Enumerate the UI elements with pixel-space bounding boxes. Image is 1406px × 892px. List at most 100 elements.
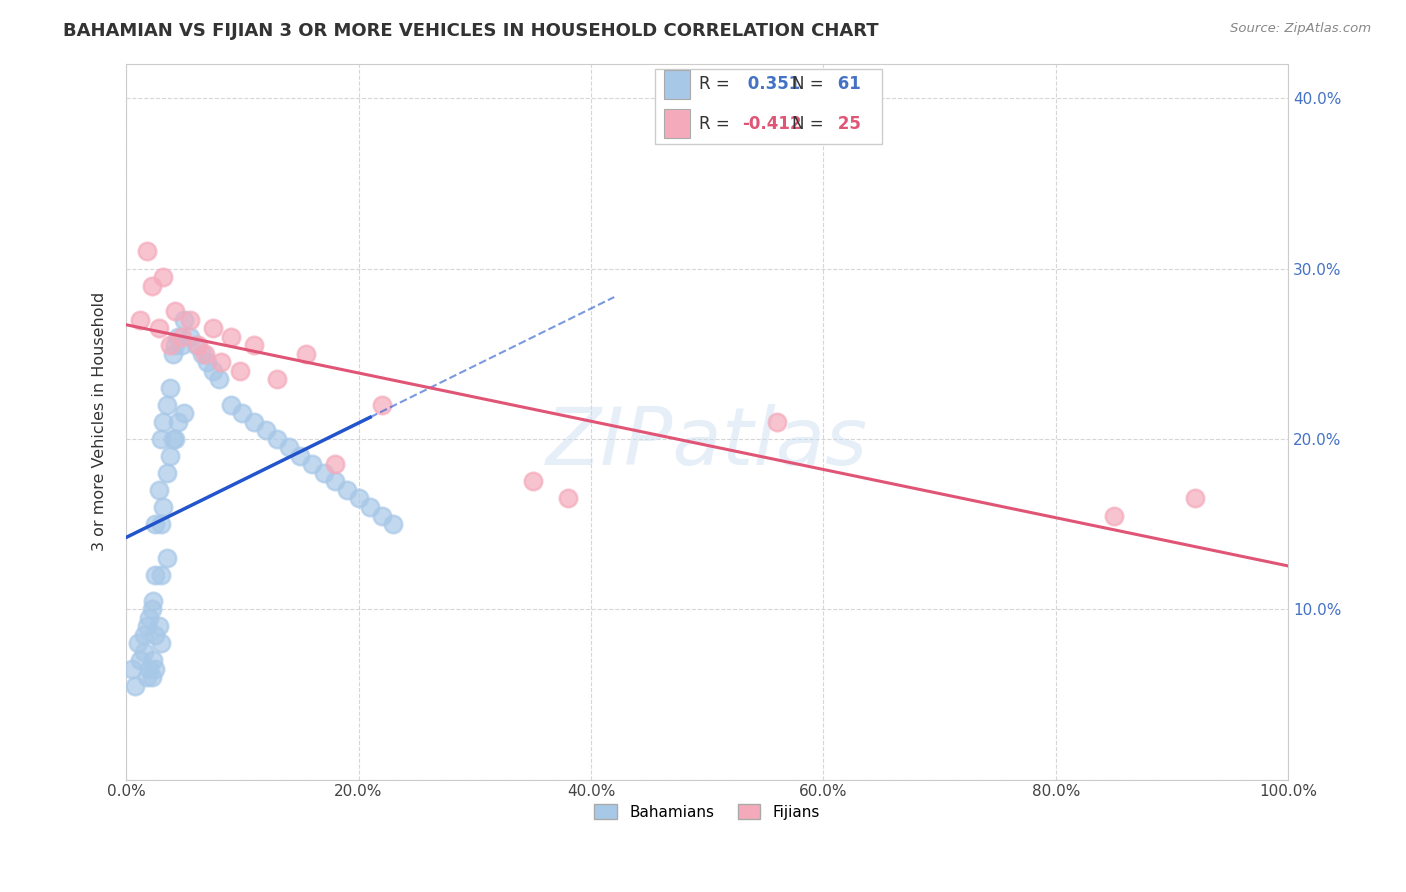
Point <box>219 398 242 412</box>
Legend: Bahamians, Fijians: Bahamians, Fijians <box>588 797 827 826</box>
Point <box>170 329 193 343</box>
Point <box>173 406 195 420</box>
Point <box>159 381 181 395</box>
Text: Source: ZipAtlas.com: Source: ZipAtlas.com <box>1230 22 1371 36</box>
FancyBboxPatch shape <box>655 69 882 145</box>
Text: 0.351: 0.351 <box>742 76 800 94</box>
Point <box>159 338 181 352</box>
Text: 61: 61 <box>831 76 860 94</box>
Point <box>162 432 184 446</box>
Point <box>129 312 152 326</box>
Text: -0.412: -0.412 <box>742 114 801 133</box>
Text: R =: R = <box>699 114 730 133</box>
Point <box>295 347 318 361</box>
Point <box>148 483 170 497</box>
Point <box>143 662 166 676</box>
Y-axis label: 3 or more Vehicles in Household: 3 or more Vehicles in Household <box>93 293 107 551</box>
Point <box>336 483 359 497</box>
Text: 25: 25 <box>831 114 860 133</box>
Point <box>136 619 159 633</box>
Point <box>557 491 579 506</box>
Point <box>156 551 179 566</box>
Point <box>243 338 266 352</box>
Point <box>766 415 789 429</box>
Point <box>179 329 201 343</box>
Bar <box>664 70 690 99</box>
Point <box>1102 508 1125 523</box>
Point <box>148 619 170 633</box>
Point <box>371 398 394 412</box>
Point <box>149 568 172 582</box>
Point <box>141 278 163 293</box>
Point <box>142 653 165 667</box>
Point <box>136 244 159 259</box>
Point <box>136 670 159 684</box>
Point <box>382 517 405 532</box>
Point <box>124 679 146 693</box>
Bar <box>664 109 690 138</box>
Point <box>143 568 166 582</box>
Point <box>359 500 381 514</box>
Point <box>121 662 143 676</box>
Point <box>152 415 174 429</box>
Point <box>141 602 163 616</box>
Point <box>167 329 190 343</box>
Point <box>347 491 370 506</box>
Point <box>149 636 172 650</box>
Point <box>522 475 544 489</box>
Point <box>143 628 166 642</box>
Point <box>142 593 165 607</box>
Point <box>149 432 172 446</box>
Point <box>209 355 232 369</box>
Point <box>156 398 179 412</box>
Point <box>202 364 225 378</box>
Text: N =: N = <box>792 76 824 94</box>
Point <box>138 662 160 676</box>
Point <box>163 338 186 352</box>
Point <box>170 338 193 352</box>
Point <box>141 670 163 684</box>
Text: N =: N = <box>792 114 824 133</box>
Point <box>266 372 288 386</box>
Point <box>184 338 207 352</box>
Point <box>173 312 195 326</box>
Point <box>152 500 174 514</box>
Text: R =: R = <box>699 76 730 94</box>
Point <box>163 304 186 318</box>
Point <box>152 270 174 285</box>
Point <box>290 449 312 463</box>
Point <box>197 355 219 369</box>
Point <box>190 347 212 361</box>
Point <box>132 645 155 659</box>
Point <box>127 636 149 650</box>
Point <box>208 372 231 386</box>
Point <box>277 441 299 455</box>
Point <box>167 415 190 429</box>
Point <box>323 475 346 489</box>
Point <box>323 458 346 472</box>
Point <box>179 312 201 326</box>
Text: ZIPatlas: ZIPatlas <box>546 404 869 483</box>
Point <box>219 329 242 343</box>
Point <box>243 415 266 429</box>
Point <box>202 321 225 335</box>
Point <box>143 517 166 532</box>
Point <box>138 611 160 625</box>
Point <box>162 347 184 361</box>
Point <box>1184 491 1206 506</box>
Point <box>312 466 335 480</box>
Point <box>148 321 170 335</box>
Point <box>163 432 186 446</box>
Point <box>254 423 277 437</box>
Point <box>129 653 152 667</box>
Point <box>371 508 394 523</box>
Text: BAHAMIAN VS FIJIAN 3 OR MORE VEHICLES IN HOUSEHOLD CORRELATION CHART: BAHAMIAN VS FIJIAN 3 OR MORE VEHICLES IN… <box>63 22 879 40</box>
Point <box>156 466 179 480</box>
Point <box>187 338 209 352</box>
Point <box>194 347 217 361</box>
Point <box>132 628 155 642</box>
Point <box>301 458 323 472</box>
Point <box>266 432 288 446</box>
Point <box>229 364 252 378</box>
Point <box>149 517 172 532</box>
